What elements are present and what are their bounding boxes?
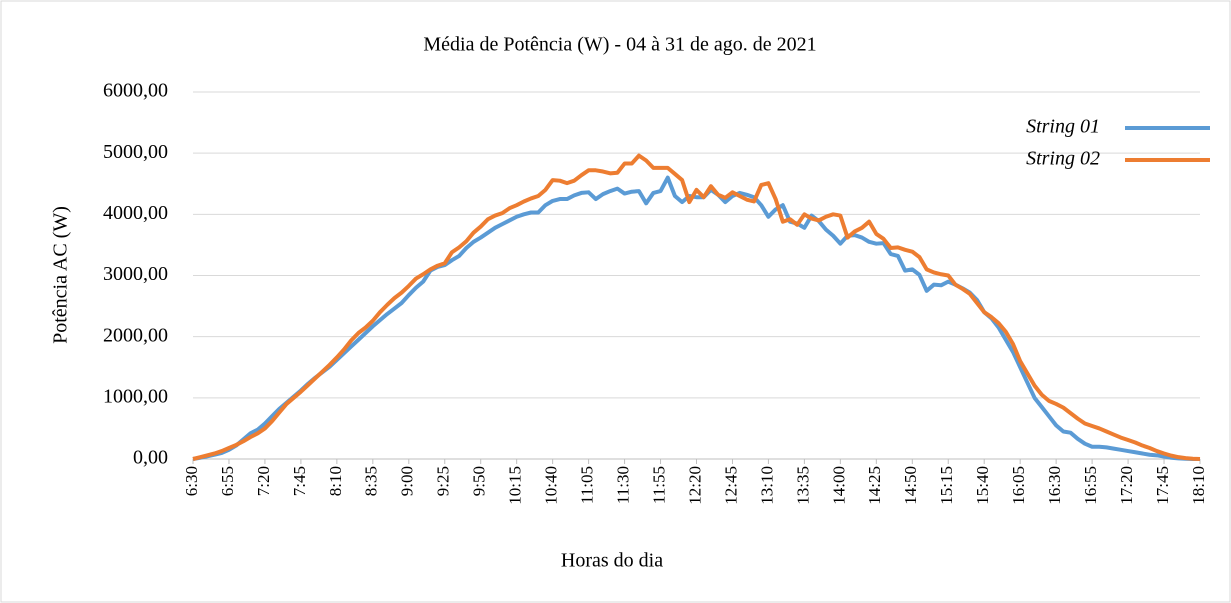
x-tick-label: 14:50: [901, 466, 920, 505]
x-tick-label: 15:15: [937, 466, 956, 505]
y-tick-label: 0,00: [133, 447, 168, 469]
y-tick-label: 4000,00: [103, 202, 168, 224]
x-tick-label: 9:50: [470, 466, 489, 496]
x-tick-label: 10:15: [506, 466, 525, 505]
x-tick-label: 11:05: [578, 466, 597, 504]
y-tick-label: 5000,00: [103, 141, 168, 163]
x-tick-label: 7:45: [290, 466, 309, 496]
x-tick-label: 9:25: [434, 466, 453, 496]
x-tick-label: 6:55: [218, 466, 237, 496]
x-tick-label: 12:45: [721, 466, 740, 505]
x-tick-label: 14:00: [829, 466, 848, 505]
x-tick-label: 6:30: [182, 466, 201, 496]
x-tick-label: 16:30: [1045, 466, 1064, 505]
x-tick-label: 14:25: [865, 466, 884, 505]
x-tick-label: 17:45: [1153, 466, 1172, 505]
y-tick-label: 6000,00: [103, 80, 168, 102]
y-tick-label: 3000,00: [103, 263, 168, 285]
x-tick-label: 16:05: [1009, 466, 1028, 505]
x-tick-label: 15:40: [973, 466, 992, 505]
x-tick-label: 9:00: [398, 466, 417, 496]
x-tick-label: 8:10: [326, 466, 345, 496]
y-tick-label: 2000,00: [103, 324, 168, 346]
x-tick-label: 8:35: [362, 466, 381, 496]
line-series: [192, 153, 1201, 461]
chart-title: Média de Potência (W) - 04 à 31 de ago. …: [423, 34, 816, 56]
x-tick-label: 16:55: [1081, 466, 1100, 505]
x-tick-label: 13:10: [757, 466, 776, 505]
x-tick-label: 12:20: [685, 466, 704, 505]
x-tick-label: 11:30: [613, 466, 632, 504]
x-tick-label: 17:20: [1117, 466, 1136, 505]
x-tick-label: 13:35: [793, 466, 812, 505]
y-tick-label: 1000,00: [103, 385, 168, 407]
legend-label: String 02: [1026, 148, 1100, 170]
x-tick-label: 18:10: [1189, 466, 1208, 505]
x-tick-label: 7:20: [254, 466, 273, 496]
legend-label: String 01: [1026, 116, 1100, 138]
line-series: [192, 175, 1200, 461]
y-axis-title: Potência AC (W): [50, 206, 72, 344]
x-axis-title: Horas do dia: [561, 550, 663, 572]
x-tick-label: 10:40: [542, 466, 561, 505]
x-tick-label: 11:55: [649, 466, 668, 504]
